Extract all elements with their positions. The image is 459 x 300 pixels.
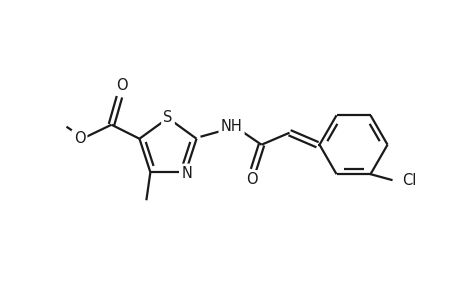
Text: NH: NH [220,119,242,134]
Text: O: O [73,131,85,146]
Text: N: N [181,166,192,181]
Text: S: S [163,110,172,124]
Text: Cl: Cl [402,173,416,188]
Text: O: O [115,78,127,93]
Text: O: O [245,172,257,187]
